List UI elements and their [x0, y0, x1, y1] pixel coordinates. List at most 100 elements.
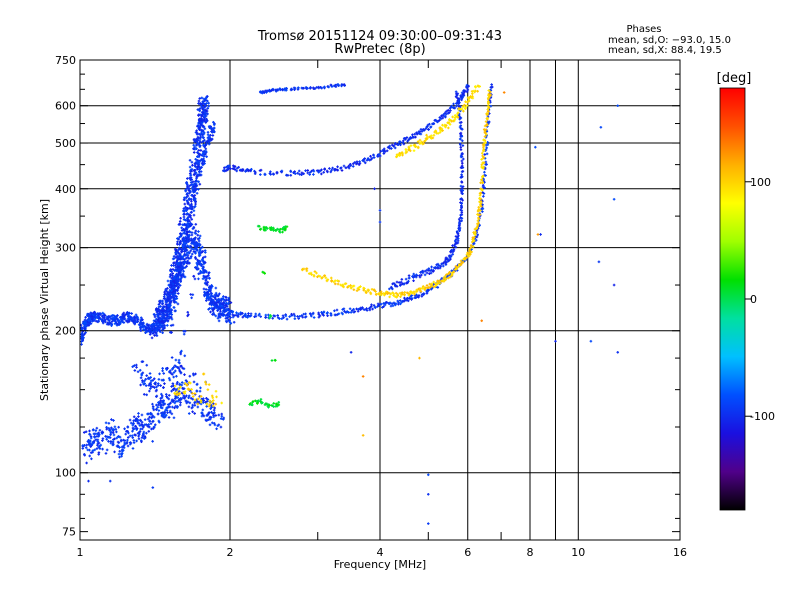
- data-point: [411, 133, 414, 137]
- data-point: [157, 305, 161, 309]
- data-point: [196, 155, 199, 158]
- data-point: [149, 330, 152, 333]
- y-tick-label: 200: [55, 325, 76, 338]
- chart-subtitle: RwPretec (8p): [334, 42, 425, 57]
- data-point: [320, 172, 323, 176]
- data-point: [201, 153, 204, 156]
- data-point: [80, 340, 83, 343]
- data-point: [162, 372, 166, 375]
- data-point: [207, 125, 211, 128]
- data-point: [172, 306, 176, 309]
- data-point: [461, 144, 465, 147]
- data-point: [158, 313, 162, 316]
- data-point: [206, 107, 210, 110]
- data-point: [194, 202, 197, 206]
- data-point: [103, 318, 107, 321]
- data-point: [163, 290, 166, 294]
- colorbar-tick-label: -100: [750, 410, 775, 423]
- data-point: [351, 165, 355, 168]
- data-point: [480, 151, 484, 155]
- data-point: [197, 277, 200, 281]
- data-point: [340, 169, 344, 172]
- data-point: [153, 313, 157, 317]
- data-point: [200, 166, 203, 169]
- data-point: [201, 408, 205, 412]
- data-point: [462, 157, 465, 161]
- data-point: [158, 309, 162, 313]
- data-point: [93, 318, 96, 321]
- data-point: [156, 329, 159, 333]
- data-point: [213, 130, 216, 134]
- data-point: [432, 133, 436, 137]
- data-point: [134, 313, 138, 317]
- data-point: [176, 240, 179, 244]
- data-point: [204, 147, 208, 151]
- data-point: [133, 315, 136, 319]
- data-point: [192, 213, 196, 217]
- data-point: [192, 151, 196, 154]
- data-point: [202, 151, 205, 155]
- data-point: [210, 130, 213, 133]
- data-point: [136, 370, 140, 374]
- data-point: [166, 279, 170, 283]
- data-point: [137, 412, 140, 415]
- data-point: [441, 264, 445, 268]
- data-point: [108, 315, 111, 318]
- data-point: [209, 134, 212, 137]
- data-point: [447, 126, 450, 130]
- data-point: [471, 92, 474, 95]
- data-point: [190, 252, 194, 256]
- x-tick-label: 2: [227, 546, 234, 559]
- data-point: [113, 322, 117, 326]
- data-point: [281, 230, 284, 234]
- data-point: [103, 314, 107, 317]
- data-point: [162, 323, 166, 327]
- data-point: [178, 403, 182, 407]
- x-tick-label: 1: [77, 546, 84, 559]
- data-point: [150, 336, 154, 340]
- data-point: [205, 155, 208, 158]
- phase-panel-line-o: mean, sd,O: −93.0, 15.0: [608, 35, 731, 46]
- data-point: [118, 316, 122, 319]
- data-point: [404, 277, 408, 281]
- data-point: [217, 319, 221, 323]
- colorbar-label: [deg]: [717, 71, 752, 86]
- data-point: [388, 295, 391, 299]
- data-point: [336, 165, 339, 169]
- data-point: [186, 310, 190, 314]
- data-point: [157, 409, 161, 412]
- data-point: [330, 276, 333, 280]
- data-point: [187, 412, 191, 415]
- data-point: [89, 311, 93, 315]
- data-point: [432, 280, 436, 284]
- data-point: [112, 433, 116, 437]
- data-point: [254, 312, 258, 316]
- data-point: [183, 202, 187, 206]
- data-point: [272, 402, 276, 405]
- data-point: [198, 389, 202, 393]
- data-point: [128, 311, 131, 315]
- data-point: [322, 171, 325, 174]
- data-point: [122, 315, 126, 318]
- data-point: [110, 323, 113, 326]
- data-point: [536, 233, 540, 236]
- data-point: [148, 389, 151, 393]
- colorbar-tick-label: 100: [750, 176, 771, 189]
- data-point: [202, 143, 205, 147]
- data-point: [342, 164, 346, 168]
- data-point: [107, 440, 110, 443]
- data-point: [87, 315, 90, 318]
- y-tick-label: 500: [55, 137, 76, 150]
- phase-panel-line-x: mean, sd,X: 88.4, 19.5: [608, 45, 722, 56]
- data-point: [194, 223, 198, 226]
- data-point: [328, 167, 331, 170]
- data-point: [502, 91, 506, 94]
- data-point: [139, 376, 143, 380]
- data-point: [312, 173, 315, 176]
- data-point: [81, 338, 85, 341]
- data-point: [150, 327, 154, 331]
- data-point: [182, 215, 186, 219]
- data-point: [86, 448, 90, 452]
- data-point: [400, 278, 404, 281]
- colorbar: [719, 87, 746, 511]
